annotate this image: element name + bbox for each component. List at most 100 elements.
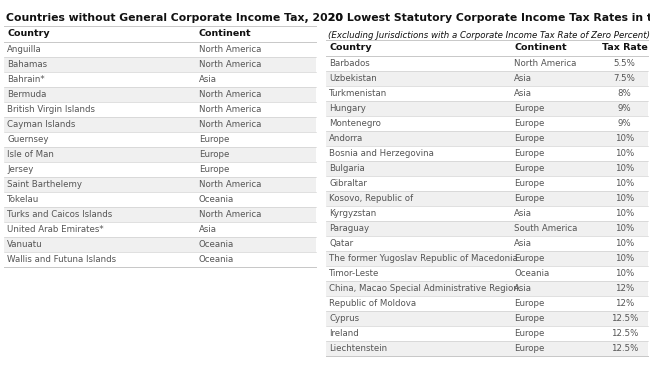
Text: China, Macao Special Administrative Region: China, Macao Special Administrative Regi… — [329, 284, 519, 293]
Text: Paraguay: Paraguay — [329, 224, 369, 233]
Text: 12.5%: 12.5% — [611, 314, 638, 323]
Text: Europe: Europe — [514, 134, 545, 143]
Text: Europe: Europe — [514, 314, 545, 323]
Text: Oceania: Oceania — [199, 195, 234, 204]
Text: Europe: Europe — [514, 194, 545, 203]
Bar — [326, 176, 648, 191]
Text: Europe: Europe — [514, 179, 545, 188]
Text: 12.5%: 12.5% — [611, 344, 638, 353]
Text: 9%: 9% — [618, 104, 631, 113]
Bar — [4, 117, 316, 132]
Text: 10%: 10% — [615, 134, 634, 143]
Bar — [4, 162, 316, 177]
Text: Continent: Continent — [199, 29, 252, 38]
Bar — [4, 102, 316, 117]
Bar — [4, 42, 316, 57]
Text: Qatar: Qatar — [329, 239, 353, 248]
Bar — [4, 192, 316, 207]
Text: Gibraltar: Gibraltar — [329, 179, 367, 188]
Text: Asia: Asia — [199, 225, 217, 234]
Text: Kosovo, Republic of: Kosovo, Republic of — [329, 194, 413, 203]
Bar — [326, 71, 648, 86]
Bar — [326, 131, 648, 146]
Text: British Virgin Islands: British Virgin Islands — [7, 105, 95, 114]
Text: North America: North America — [199, 60, 261, 69]
Bar — [326, 266, 648, 281]
Text: Cayman Islands: Cayman Islands — [7, 120, 75, 129]
Text: 10%: 10% — [615, 194, 634, 203]
Text: Europe: Europe — [514, 149, 545, 158]
Text: Europe: Europe — [199, 150, 229, 159]
Text: Asia: Asia — [514, 74, 532, 83]
Text: Bulgaria: Bulgaria — [329, 164, 365, 173]
Text: North America: North America — [514, 59, 577, 68]
Text: Europe: Europe — [514, 299, 545, 308]
Text: Oceania: Oceania — [514, 269, 549, 278]
Bar — [326, 221, 648, 236]
Bar — [326, 311, 648, 326]
Text: Cyprus: Cyprus — [329, 314, 359, 323]
Text: Asia: Asia — [199, 75, 217, 84]
Text: Asia: Asia — [514, 284, 532, 293]
Bar — [326, 206, 648, 221]
Text: The former Yugoslav Republic of Macedonia: The former Yugoslav Republic of Macedoni… — [329, 254, 518, 263]
Text: 10%: 10% — [615, 239, 634, 248]
Bar — [326, 86, 648, 101]
Text: Liechtenstein: Liechtenstein — [329, 344, 387, 353]
Text: Oceania: Oceania — [199, 255, 234, 264]
Bar — [326, 191, 648, 206]
Text: 10%: 10% — [615, 254, 634, 263]
Text: Bahrain*: Bahrain* — [7, 75, 45, 84]
Bar — [4, 132, 316, 147]
Text: Bahamas: Bahamas — [7, 60, 47, 69]
Text: 12%: 12% — [615, 299, 634, 308]
Text: 10%: 10% — [615, 269, 634, 278]
Bar — [326, 116, 648, 131]
Text: 7.5%: 7.5% — [614, 74, 636, 83]
Bar — [4, 252, 316, 267]
Text: Barbados: Barbados — [329, 59, 370, 68]
Bar — [326, 101, 648, 116]
Text: Andorra: Andorra — [329, 134, 363, 143]
Text: Turkmenistan: Turkmenistan — [329, 89, 387, 98]
Bar — [4, 177, 316, 192]
Text: North America: North America — [199, 45, 261, 54]
Text: Europe: Europe — [514, 329, 545, 338]
Text: Europe: Europe — [514, 344, 545, 353]
Bar — [326, 40, 648, 56]
Text: North America: North America — [199, 210, 261, 219]
Text: Asia: Asia — [514, 239, 532, 248]
Text: Bermuda: Bermuda — [7, 90, 46, 99]
Text: North America: North America — [199, 90, 261, 99]
Text: 10%: 10% — [615, 164, 634, 173]
Text: 20 Lowest Statutory Corporate Income Tax Rates in the World, 2020: 20 Lowest Statutory Corporate Income Tax… — [328, 13, 650, 23]
Text: Guernsey: Guernsey — [7, 135, 49, 144]
Text: Vanuatu: Vanuatu — [7, 240, 43, 249]
Text: Bosnia and Herzegovina: Bosnia and Herzegovina — [329, 149, 434, 158]
Text: Country: Country — [329, 43, 372, 52]
Bar — [326, 236, 648, 251]
Text: Ireland: Ireland — [329, 329, 359, 338]
Bar — [4, 207, 316, 222]
Text: United Arab Emirates*: United Arab Emirates* — [7, 225, 103, 234]
Text: 10%: 10% — [615, 149, 634, 158]
Text: Montenegro: Montenegro — [329, 119, 381, 128]
Text: North America: North America — [199, 120, 261, 129]
Text: 8%: 8% — [618, 89, 632, 98]
Text: Europe: Europe — [199, 135, 229, 144]
Bar — [4, 87, 316, 102]
Text: South America: South America — [514, 224, 577, 233]
Text: Europe: Europe — [199, 165, 229, 174]
Text: Europe: Europe — [514, 104, 545, 113]
Text: Countries without General Corporate Income Tax, 2020: Countries without General Corporate Inco… — [6, 13, 343, 23]
Text: Europe: Europe — [514, 119, 545, 128]
Bar — [326, 281, 648, 296]
Bar — [4, 57, 316, 72]
Bar — [4, 237, 316, 252]
Text: Jersey: Jersey — [7, 165, 33, 174]
Bar — [4, 222, 316, 237]
Bar — [4, 26, 316, 42]
Text: North America: North America — [199, 180, 261, 189]
Text: North America: North America — [199, 105, 261, 114]
Text: 9%: 9% — [618, 119, 631, 128]
